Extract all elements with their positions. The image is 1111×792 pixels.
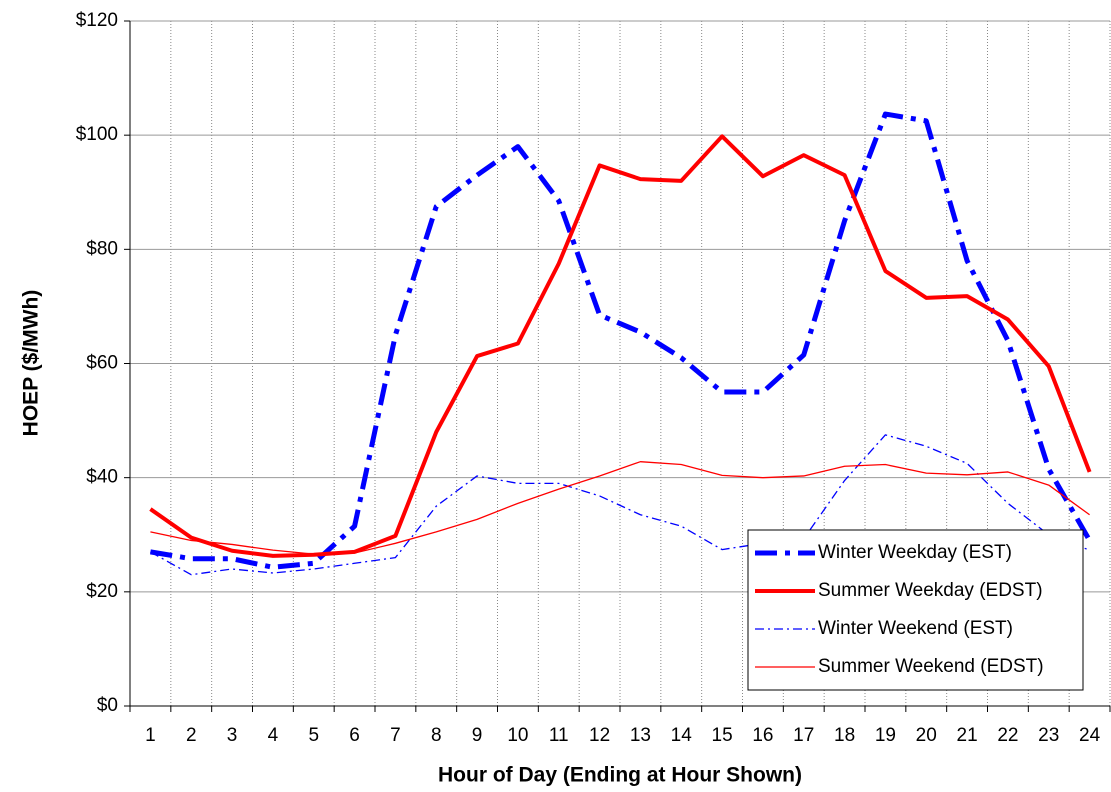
x-tick-label: 21 [957, 725, 978, 746]
y-tick-label: $0 [97, 695, 118, 716]
x-tick-label: 13 [630, 725, 651, 746]
x-tick-label: 12 [589, 725, 610, 746]
x-tick-label: 7 [390, 725, 401, 746]
x-tick-label: 17 [793, 725, 814, 746]
series-line [149, 134, 1092, 558]
legend-label: Winter Weekend (EST) [818, 618, 1013, 639]
x-tick-label: 5 [308, 725, 319, 746]
series-line [150, 111, 1092, 570]
x-tick-label: 15 [712, 725, 733, 746]
series-line [150, 434, 1090, 576]
legend-label: Summer Weekday (EDST) [818, 580, 1043, 601]
series-line [150, 461, 1090, 555]
x-axis-title: Hour of Day (Ending at Hour Shown) [438, 764, 802, 787]
legend-box [747, 529, 1084, 691]
x-tick-label: 2 [186, 725, 197, 746]
x-tick-label: 11 [549, 725, 569, 746]
x-tick-label: 4 [268, 725, 279, 746]
x-tick-label: 24 [1079, 725, 1101, 746]
legend-label: Winter Weekday (EST) [818, 542, 1012, 563]
y-tick-label: $20 [86, 581, 118, 602]
x-tick-label: 3 [227, 725, 238, 746]
x-tick-label: 6 [349, 725, 360, 746]
y-tick-label: $60 [86, 353, 118, 374]
y-tick-label: $100 [76, 124, 118, 145]
x-tick-label: 23 [1038, 725, 1059, 746]
x-tick-label: 14 [671, 725, 693, 746]
y-tick-label: $80 [86, 238, 118, 259]
y-tick-label: $120 [76, 10, 118, 31]
x-tick-label: 19 [875, 725, 896, 746]
y-tick-label: $40 [86, 467, 118, 488]
x-tick-label: 22 [997, 725, 1018, 746]
x-tick-label: 1 [145, 725, 156, 746]
x-tick-label: 16 [752, 725, 773, 746]
x-tick-label: 10 [507, 725, 528, 746]
legend-label: Summer Weekend (EDST) [818, 656, 1044, 677]
x-tick-label: 8 [431, 725, 442, 746]
x-tick-label: 18 [834, 725, 855, 746]
x-tick-label: 20 [916, 725, 937, 746]
y-axis-title: HOEP ($/MWh) [20, 290, 43, 437]
x-tick-label: 9 [472, 725, 483, 746]
